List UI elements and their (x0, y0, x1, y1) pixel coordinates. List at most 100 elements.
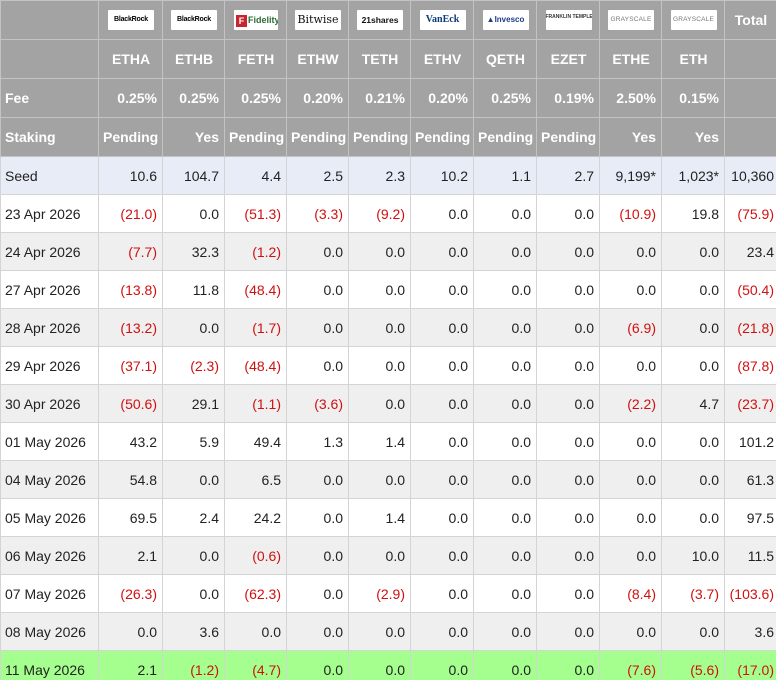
flow-row: 27 Apr 2026 (13.8) 11.8 (48.4) 0.0 0.0 0.0 0.0 0… (0, 270, 776, 309)
issuer-logo-cell: BlackRock (162, 0, 225, 40)
fee-value: 0.21% (348, 78, 411, 118)
flow-cell: (50.6) (98, 384, 163, 423)
row-total-cell: (23.7) (724, 384, 776, 423)
flow-cell: 0.0 (536, 574, 600, 613)
row-date-label: 30 Apr 2026 (0, 384, 99, 423)
invesco-logo: ▲Invesco (482, 10, 529, 30)
row-total-cell: (50.4) (724, 270, 776, 309)
flow-cell: (10.9) (599, 194, 662, 233)
row-date-label: 06 May 2026 (0, 536, 99, 575)
row-date-label: 04 May 2026 (0, 460, 99, 499)
flow-cell: 0.0 (348, 460, 411, 499)
grayscale-logo: GRAYSCALE (670, 10, 717, 30)
staking-value: Pending (473, 117, 537, 157)
row-date-label: 27 Apr 2026 (0, 270, 99, 309)
flow-cell: 0.0 (661, 232, 725, 271)
flow-cell: 0.0 (410, 460, 474, 499)
flow-cell: 0.0 (286, 232, 349, 271)
flow-cell: 0.0 (473, 270, 537, 309)
row-total-cell: (103.6) (724, 574, 776, 613)
row-total-cell: (87.8) (724, 346, 776, 385)
flow-cell: 0.0 (286, 498, 349, 537)
flow-cell: 0.0 (473, 650, 537, 680)
flow-cell: (9.2) (348, 194, 411, 233)
fee-value: 0.20% (410, 78, 474, 118)
flow-cell: 0.0 (348, 346, 411, 385)
flow-cell: 2.1 (98, 536, 163, 575)
issuer-logo-cell: BlackRock (98, 0, 163, 40)
ticker-header: ETH (661, 39, 725, 79)
flow-cell: 0.0 (473, 384, 537, 423)
staking-value: Pending (410, 117, 474, 157)
ticker-header: ETHE (599, 39, 662, 79)
fee-label: Fee (0, 78, 99, 118)
flow-cell: 0.0 (348, 384, 411, 423)
flow-cell: (62.3) (224, 574, 287, 613)
ticker-header: ETHV (410, 39, 474, 79)
flow-cell: 0.0 (348, 270, 411, 309)
flow-cell: 0.0 (473, 574, 537, 613)
flow-cell: 0.0 (162, 574, 225, 613)
flow-cell: 0.0 (410, 232, 474, 271)
flow-cell: 0.0 (410, 270, 474, 309)
invesco-logo-text: Invesco (494, 15, 525, 24)
flow-cell: 0.0 (286, 536, 349, 575)
flow-cell: 0.0 (599, 270, 662, 309)
flow-cell: 0.0 (536, 232, 600, 271)
flow-cell: (1.7) (224, 308, 287, 347)
flow-cell: 0.0 (599, 232, 662, 271)
flow-cell: 29.1 (162, 384, 225, 423)
staking-value: Yes (661, 117, 725, 157)
issuer-logo-cell: 21shares (348, 0, 411, 40)
flow-cell: 0.0 (410, 346, 474, 385)
flow-cell: (5.6) (661, 650, 725, 680)
flow-cell: 0.0 (286, 460, 349, 499)
flow-cell: (4.7) (224, 650, 287, 680)
issuer-logo-row: BlackRock BlackRock F Fidelity Bitwise 21… (0, 0, 776, 40)
flow-cell: 2.3 (348, 156, 411, 195)
flow-cell: 0.0 (162, 308, 225, 347)
flow-cell: 0.0 (473, 346, 537, 385)
ticker-header: ETHA (98, 39, 163, 79)
issuer-logo-cell: Bitwise (286, 0, 349, 40)
fee-value: 0.19% (536, 78, 600, 118)
flow-cell: 0.0 (473, 612, 537, 651)
fee-value: 0.20% (286, 78, 349, 118)
flow-cell: 0.0 (162, 460, 225, 499)
row-total-cell: (17.0) (724, 650, 776, 680)
flow-cell: 5.9 (162, 422, 225, 461)
flow-cell: 0.0 (286, 612, 349, 651)
row-date-label: 05 May 2026 (0, 498, 99, 537)
flow-cell: 0.0 (536, 270, 600, 309)
fidelity-mark-icon: F (236, 14, 247, 27)
row-total-cell: (21.8) (724, 308, 776, 347)
flow-cell: (13.8) (98, 270, 163, 309)
fee-value: 0.15% (661, 78, 725, 118)
flow-cell: 0.0 (473, 308, 537, 347)
flow-cell: 4.7 (661, 384, 725, 423)
flow-cell: (37.1) (98, 346, 163, 385)
21shares-logo: 21shares (357, 10, 403, 30)
flow-cell: 0.0 (410, 498, 474, 537)
flow-row: 11 May 2026 2.1 (1.2) (4.7) 0.0 0.0 0.0 0.0 0.0(… (0, 650, 776, 680)
flow-cell: 0.0 (661, 460, 725, 499)
flow-cell: (48.4) (224, 346, 287, 385)
row-total-cell: 23.4 (724, 232, 776, 271)
flow-cell: 0.0 (286, 574, 349, 613)
issuer-logo-cell: ▲Invesco (473, 0, 537, 40)
flow-cell: 1.4 (348, 422, 411, 461)
flow-cell: 0.0 (410, 384, 474, 423)
ticker-header: ETHW (286, 39, 349, 79)
flow-cell: (1.2) (224, 232, 287, 271)
flow-row: 28 Apr 2026 (13.2) 0.0 (1.7) 0.0 0.0 0.0 0.0 0.0… (0, 308, 776, 347)
vaneck-logo: VanEck (419, 10, 466, 30)
flow-cell: 0.0 (286, 308, 349, 347)
flow-cell: 0.0 (536, 536, 600, 575)
total-header: Total (724, 0, 776, 40)
flow-cell: 49.4 (224, 422, 287, 461)
franklin-templeton-logo: FRANKLIN TEMPLETON (545, 10, 592, 30)
flow-cell: (13.2) (98, 308, 163, 347)
staking-value: Yes (162, 117, 225, 157)
flow-cell: 1.1 (473, 156, 537, 195)
flow-row: 23 Apr 2026 (21.0) 0.0 (51.3) (3.3) (9.2) 0.0 0… (0, 194, 776, 233)
